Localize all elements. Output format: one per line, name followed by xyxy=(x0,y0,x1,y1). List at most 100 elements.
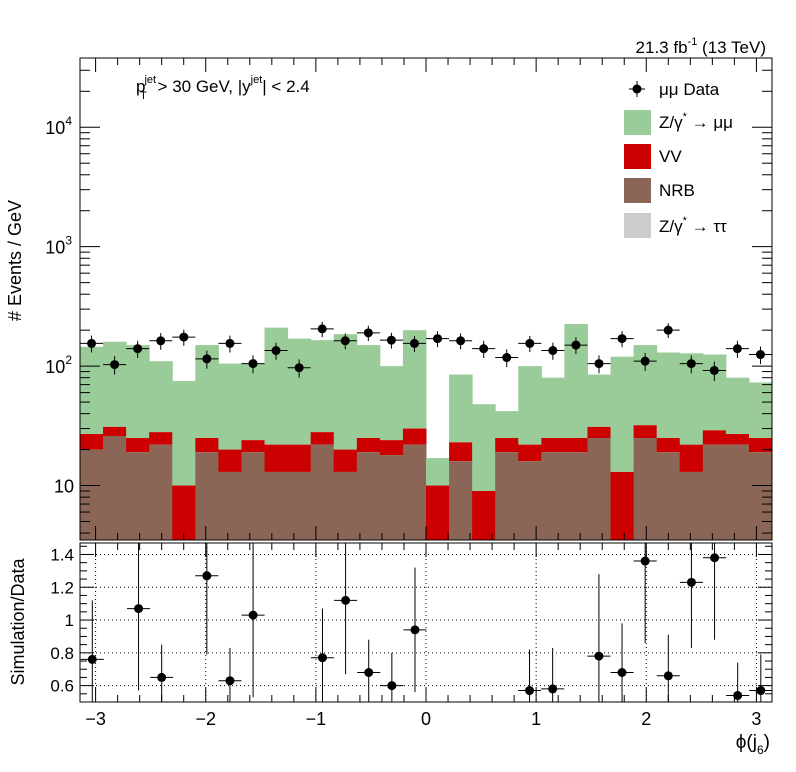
bar-vv xyxy=(218,449,242,472)
data-point xyxy=(456,336,466,346)
bar-nrb xyxy=(748,452,773,540)
main-panel: 10 102 103 104 # Events / GeV xyxy=(5,57,773,541)
ratio-y-tick-label: 1.2 xyxy=(50,578,74,597)
bar-nrb xyxy=(725,444,750,540)
legend-item-vv: VV xyxy=(624,144,682,169)
bar-vv xyxy=(518,444,542,462)
bar-nrb xyxy=(495,452,519,540)
bar-vv xyxy=(310,432,335,445)
bar-vv xyxy=(402,428,427,445)
ratio-point xyxy=(225,676,235,686)
ratio-point xyxy=(317,653,327,663)
ratio-point xyxy=(617,667,627,677)
main-axis-ticks: 10 102 103 104 xyxy=(45,58,772,540)
legend-label-data: μμ Data xyxy=(659,80,720,99)
ratio-point xyxy=(663,671,673,681)
data-point xyxy=(686,359,696,369)
bar-vv xyxy=(126,438,150,453)
bar-nrb xyxy=(518,461,542,540)
bar-vv xyxy=(333,449,358,472)
ratio-grid xyxy=(80,543,772,702)
legend-swatch-vv xyxy=(624,144,651,169)
data-point xyxy=(87,338,97,348)
bar-zmm xyxy=(195,345,219,439)
x-tick-label: 0 xyxy=(421,709,431,729)
data-point xyxy=(433,334,443,344)
bar-zmm xyxy=(149,361,173,433)
ratio-point xyxy=(756,686,766,696)
bar-zmm xyxy=(426,458,450,486)
bar-vv xyxy=(241,440,266,453)
bar-nrb xyxy=(333,471,358,540)
bar-zmm xyxy=(333,334,358,450)
legend-item-ztt: Z/γ* → ττ xyxy=(624,213,727,238)
data-point xyxy=(294,363,304,373)
bar-vv xyxy=(103,426,127,436)
data-point xyxy=(502,353,512,363)
bar-zmm xyxy=(264,327,289,445)
bar-nrb xyxy=(656,452,681,540)
data-point xyxy=(525,338,535,348)
ratio-y-axis-label: Simulation/Data xyxy=(8,557,28,685)
legend-data-marker xyxy=(632,84,642,94)
bar-vv xyxy=(725,434,750,445)
bar-vv xyxy=(610,471,635,540)
bar-zmm xyxy=(80,346,104,435)
bar-zmm xyxy=(679,353,704,445)
bar-nrb xyxy=(379,455,404,540)
ratio-point xyxy=(594,651,604,661)
ratio-point xyxy=(387,681,397,691)
y-tick-label: 104 xyxy=(45,114,72,138)
ratio-point xyxy=(134,604,144,614)
bar-nrb xyxy=(679,471,704,540)
bar-zmm xyxy=(702,354,727,431)
ratio-axis-ticks: 0.6 0.8 1 1.2 1.4 −3 −2 −1 0 1 2 3 xyxy=(50,543,772,729)
main-y-axis-label: # Events / GeV xyxy=(5,200,25,321)
data-point xyxy=(663,325,673,335)
bar-vv xyxy=(379,440,404,456)
ratio-point xyxy=(364,667,374,677)
bar-vv xyxy=(172,485,196,540)
bar-zmm xyxy=(172,381,196,486)
bar-nrb xyxy=(449,461,473,540)
y-tick-label: 103 xyxy=(45,234,72,258)
bar-zmm xyxy=(287,338,312,445)
bar-vv xyxy=(449,442,473,462)
cut-label: pjet T > 30 GeV, |yjet| < 2.4 xyxy=(136,74,310,102)
x-tick-label: −1 xyxy=(306,709,327,729)
bar-nrb xyxy=(264,471,289,540)
x-tick-label: −3 xyxy=(85,709,106,729)
bar-vv xyxy=(287,444,312,472)
ratio-point xyxy=(525,686,535,696)
bar-nrb xyxy=(103,435,127,540)
data-point xyxy=(409,338,419,348)
x-axis-label: ϕ(j6) xyxy=(736,732,770,757)
data-point xyxy=(271,346,281,356)
bar-vv xyxy=(472,491,496,540)
bar-vv xyxy=(264,444,289,472)
ratio-point xyxy=(733,690,743,700)
ratio-panel: 0.60.811.21.4−3 −2 −1 0 1 2 3 Simulation/Data … xyxy=(8,542,773,757)
bar-zmm xyxy=(449,374,473,443)
ratio-point xyxy=(202,571,212,581)
legend-swatch-ztt xyxy=(624,213,651,238)
bar-vv xyxy=(679,444,704,472)
data-point xyxy=(110,360,120,370)
ratio-point xyxy=(248,610,258,620)
data-point xyxy=(156,336,166,346)
bar-zmm xyxy=(725,377,750,435)
x-tick-label: −2 xyxy=(195,709,216,729)
legend-swatch-zmm xyxy=(624,110,651,135)
ratio-point xyxy=(341,595,351,605)
bar-nrb xyxy=(149,444,173,540)
bar-zmm xyxy=(587,374,612,427)
legend-label-nrb: NRB xyxy=(659,181,695,200)
bar-nrb xyxy=(126,452,150,540)
stack-bars xyxy=(80,324,773,540)
bar-vv xyxy=(80,434,104,450)
bar-zmm xyxy=(610,356,635,472)
bar-vv xyxy=(587,426,612,439)
bar-vv xyxy=(195,438,219,453)
bar-zmm xyxy=(748,382,773,439)
